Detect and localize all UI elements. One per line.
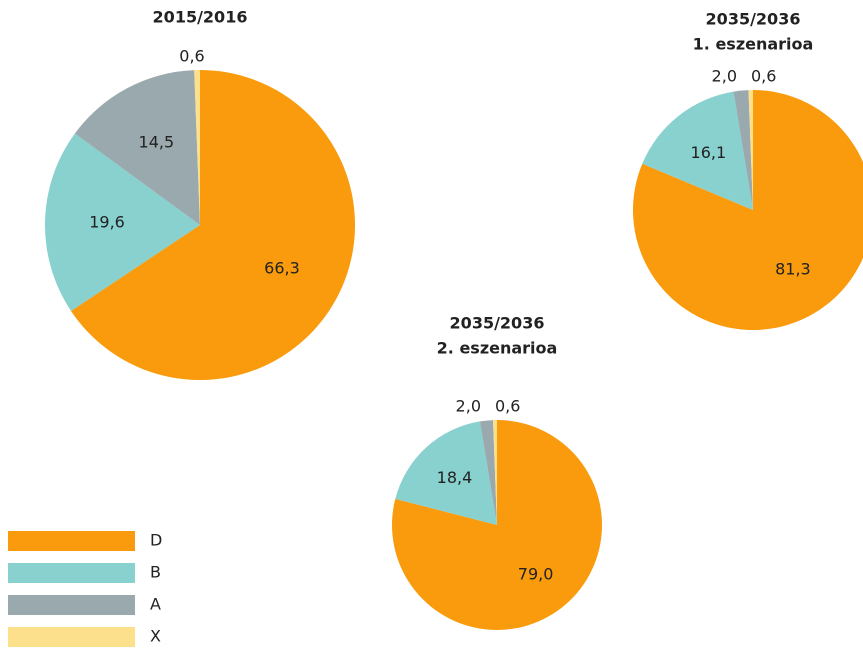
- pie-slice: [493, 420, 497, 525]
- legend-label: X: [150, 627, 161, 646]
- data-label: 81,3: [775, 259, 811, 278]
- data-label: 2,0: [456, 397, 481, 416]
- data-label: 0,6: [179, 47, 204, 66]
- legend-swatch: [8, 563, 135, 583]
- data-label: 79,0: [518, 564, 554, 583]
- pie-slice: [748, 90, 753, 210]
- pie-slice: [633, 90, 863, 330]
- data-label: 18,4: [437, 468, 473, 487]
- chart-subtitle: 2. eszenarioa: [437, 339, 558, 358]
- pie-slice: [395, 421, 497, 525]
- data-label: 16,1: [691, 143, 727, 162]
- chart-title: 2015/2016: [153, 8, 248, 27]
- legend-label: D: [150, 531, 162, 550]
- pie-slice: [642, 91, 753, 210]
- chart-title: 2035/2036: [706, 10, 801, 29]
- pie-slice: [733, 90, 753, 210]
- legend-label: A: [150, 595, 161, 614]
- data-label: 2,0: [712, 67, 737, 86]
- data-label: 19,6: [89, 212, 125, 231]
- legend-label: B: [150, 563, 161, 582]
- pie-slice: [71, 70, 355, 380]
- chart-title: 2035/2036: [450, 314, 545, 333]
- chart-subtitle: 1. eszenarioa: [693, 35, 814, 54]
- data-label: 14,5: [139, 132, 175, 151]
- pie-slice: [74, 70, 200, 225]
- legend-swatch: [8, 627, 135, 647]
- pie-slice: [45, 133, 200, 311]
- data-label: 0,6: [751, 67, 776, 86]
- legend-swatch: [8, 531, 135, 551]
- legend-swatch: [8, 595, 135, 615]
- pie-slice: [194, 70, 200, 225]
- data-label: 66,3: [264, 258, 300, 277]
- pie-slice: [479, 420, 497, 525]
- data-label: 0,6: [495, 397, 520, 416]
